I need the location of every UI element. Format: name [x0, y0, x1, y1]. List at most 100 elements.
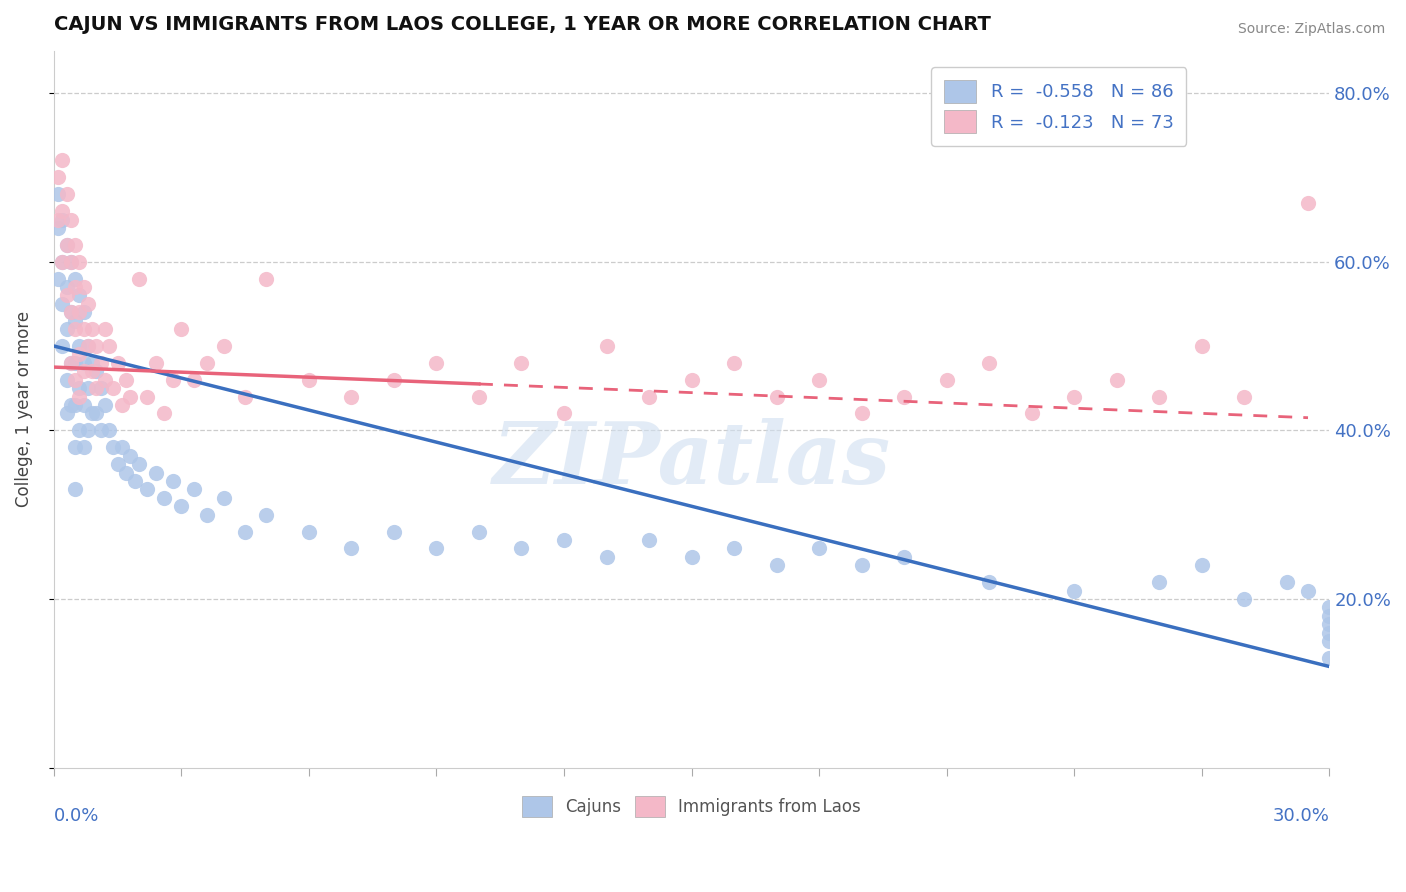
Point — [94, 398, 117, 412]
Point — [851, 407, 873, 421]
Point — [212, 491, 235, 505]
Point — [63, 237, 86, 252]
Point — [935, 373, 957, 387]
Point — [979, 575, 1001, 590]
Point — [153, 407, 176, 421]
Point — [1021, 407, 1043, 421]
Point — [851, 558, 873, 573]
Point — [107, 356, 129, 370]
Text: 30.0%: 30.0% — [1272, 807, 1329, 825]
Point — [46, 212, 69, 227]
Point — [46, 271, 69, 285]
Point — [59, 356, 82, 370]
Point — [120, 390, 142, 404]
Point — [340, 390, 363, 404]
Point — [1317, 608, 1340, 623]
Point — [94, 322, 117, 336]
Point — [553, 407, 575, 421]
Point — [170, 322, 193, 336]
Point — [1317, 600, 1340, 615]
Point — [382, 524, 405, 539]
Point — [298, 524, 321, 539]
Point — [468, 390, 491, 404]
Point — [254, 508, 277, 522]
Point — [98, 339, 121, 353]
Point — [1296, 195, 1319, 210]
Point — [72, 322, 94, 336]
Point — [82, 407, 104, 421]
Point — [115, 373, 138, 387]
Point — [111, 398, 134, 412]
Point — [86, 364, 108, 378]
Text: Source: ZipAtlas.com: Source: ZipAtlas.com — [1237, 22, 1385, 37]
Point — [808, 541, 831, 556]
Point — [86, 381, 108, 395]
Point — [893, 390, 915, 404]
Point — [145, 466, 167, 480]
Legend: Cajuns, Immigrants from Laos: Cajuns, Immigrants from Laos — [516, 789, 868, 824]
Point — [72, 440, 94, 454]
Point — [67, 423, 90, 437]
Point — [553, 533, 575, 547]
Point — [67, 254, 90, 268]
Point — [1233, 592, 1256, 607]
Point — [59, 305, 82, 319]
Point — [1063, 583, 1085, 598]
Point — [510, 356, 533, 370]
Point — [1105, 373, 1128, 387]
Point — [425, 356, 447, 370]
Point — [120, 449, 142, 463]
Point — [103, 440, 125, 454]
Point — [638, 533, 661, 547]
Point — [55, 187, 77, 202]
Point — [638, 390, 661, 404]
Point — [162, 474, 184, 488]
Point — [63, 483, 86, 497]
Point — [72, 356, 94, 370]
Point — [893, 549, 915, 564]
Point — [82, 356, 104, 370]
Point — [765, 390, 787, 404]
Point — [51, 297, 73, 311]
Point — [979, 356, 1001, 370]
Point — [82, 364, 104, 378]
Point — [1317, 651, 1340, 665]
Point — [67, 390, 90, 404]
Text: ZIPatlas: ZIPatlas — [492, 417, 890, 501]
Point — [1191, 558, 1213, 573]
Point — [1275, 575, 1298, 590]
Point — [72, 305, 94, 319]
Point — [63, 271, 86, 285]
Point — [76, 339, 98, 353]
Point — [595, 339, 617, 353]
Point — [340, 541, 363, 556]
Point — [212, 339, 235, 353]
Point — [103, 381, 125, 395]
Point — [681, 549, 703, 564]
Point — [51, 204, 73, 219]
Point — [67, 339, 90, 353]
Point — [76, 339, 98, 353]
Point — [681, 373, 703, 387]
Y-axis label: College, 1 year or more: College, 1 year or more — [15, 311, 32, 508]
Point — [86, 339, 108, 353]
Point — [63, 356, 86, 370]
Point — [254, 271, 277, 285]
Point — [136, 390, 159, 404]
Point — [51, 153, 73, 168]
Point — [76, 297, 98, 311]
Point — [183, 373, 205, 387]
Point — [76, 381, 98, 395]
Point — [55, 237, 77, 252]
Point — [67, 305, 90, 319]
Point — [136, 483, 159, 497]
Point — [468, 524, 491, 539]
Point — [90, 356, 112, 370]
Point — [63, 373, 86, 387]
Point — [59, 212, 82, 227]
Point — [1233, 390, 1256, 404]
Point — [298, 373, 321, 387]
Point — [51, 254, 73, 268]
Point — [67, 347, 90, 361]
Point — [107, 457, 129, 471]
